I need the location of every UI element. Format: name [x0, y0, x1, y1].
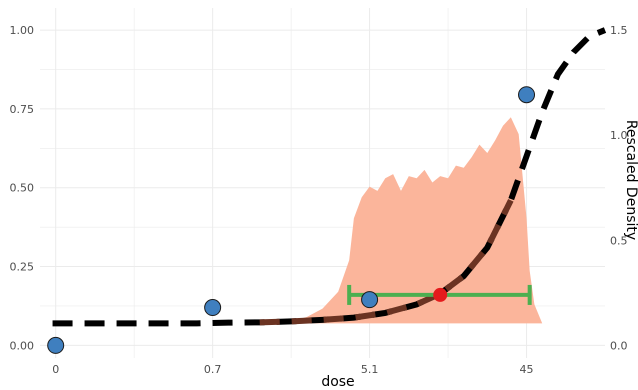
- fitted-curve-line: [52, 27, 607, 327]
- y-axis-ticks: 0.00 0.25 0.50 0.75 1.00: [10, 24, 35, 352]
- x-tick-label: 5.1: [361, 363, 379, 376]
- y2-tick-label: 0.0: [610, 339, 628, 352]
- y2-axis-title: Rescaled Density: [623, 120, 638, 240]
- observed-point-0: [47, 336, 65, 354]
- y-tick-label: 0.75: [10, 103, 35, 116]
- x-tick-label: 0: [52, 363, 59, 376]
- y-tick-label: 0.50: [10, 182, 35, 195]
- x-tick-label: 45: [520, 363, 534, 376]
- y2-axis-ticks: 0.0 0.5 1.0 1.5: [610, 24, 628, 352]
- y2-tick-label: 0.5: [610, 234, 628, 247]
- y-tick-label: 0.00: [10, 339, 35, 352]
- y2-tick-label: 1.0: [610, 129, 628, 142]
- y-tick-label: 0.25: [10, 261, 35, 274]
- observed-point-2: [361, 291, 379, 309]
- x-tick-label: 0.7: [204, 363, 222, 376]
- y-tick-label: 1.00: [10, 24, 35, 37]
- interval-layer: [347, 284, 532, 305]
- curve-layer: [52, 27, 607, 327]
- x-axis-title: dose: [321, 374, 354, 390]
- x-axis-ticks: 0 0.7 5.1 45: [52, 363, 533, 376]
- points-layer: [47, 86, 536, 354]
- estimate-point: [433, 287, 448, 302]
- fitted-curve-inside-density: [259, 199, 514, 326]
- observed-point-1: [204, 299, 222, 317]
- observed-point-3: [518, 86, 536, 104]
- y2-tick-label: 1.5: [610, 24, 628, 37]
